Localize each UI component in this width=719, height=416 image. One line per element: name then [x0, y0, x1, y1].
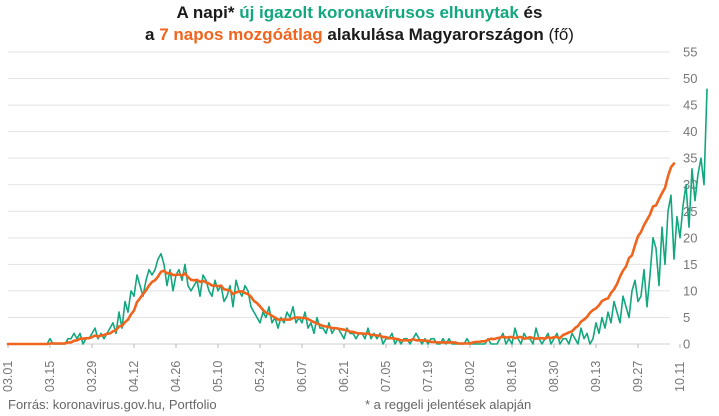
- x-axis: 03.01 03.15 03.29 04.12 04.26 05.10 05.24 06.07…: [1, 344, 687, 392]
- title-line2-suffix: alakulása Magyarországon: [322, 25, 544, 44]
- x-tick-label-3: 04.12: [127, 361, 141, 392]
- x-tick-label-5: 05.10: [211, 361, 225, 392]
- y-tick-label-10: 10: [683, 283, 697, 298]
- x-tick-label-16: 10.11: [673, 362, 687, 392]
- y-tick-label-45: 45: [683, 98, 697, 113]
- x-tick-label-1: 03.15: [43, 361, 57, 392]
- series-line-daily-deaths: [7, 88, 708, 345]
- title-line1-prefix: A napi*: [176, 3, 240, 22]
- x-tick-label-15: 09.27: [631, 361, 645, 392]
- x-tick-label-10: 07.19: [421, 361, 435, 392]
- y-tick-label-5: 5: [683, 310, 690, 325]
- title-average-highlight: 7 napos mozgóátlag: [159, 25, 323, 44]
- series-line-7day-average: [6, 162, 676, 346]
- x-tick-label-8: 06.21: [337, 361, 351, 392]
- series-group: [6, 88, 708, 346]
- title-line2-prefix: a: [145, 25, 160, 44]
- x-tick-label-12: 08.16: [505, 361, 519, 392]
- y-tick-label-15: 15: [683, 257, 697, 272]
- y-tick-label-0: 0: [683, 337, 690, 352]
- y-tick-label-35: 35: [683, 151, 697, 166]
- grid-lines: [8, 51, 670, 345]
- x-tick-label-7: 06.07: [295, 361, 309, 392]
- x-tick-label-6: 05.24: [253, 361, 267, 392]
- x-tick-label-13: 08.30: [547, 361, 561, 392]
- x-tick-label-9: 07.05: [379, 361, 393, 392]
- y-tick-label-55: 55: [683, 45, 697, 60]
- chart-title: A napi* új igazolt koronavírusos elhunyt…: [0, 2, 719, 46]
- title-line-2: a 7 napos mozgóátlag alakulása Magyarors…: [0, 24, 719, 46]
- title-daily-highlight: új igazolt koronavírusos elhunytak: [239, 3, 519, 22]
- y-tick-label-20: 20: [683, 230, 697, 245]
- title-line-1: A napi* új igazolt koronavírusos elhunyt…: [0, 2, 719, 24]
- x-tick-label-4: 04.26: [169, 361, 183, 392]
- x-tick-label-14: 09.13: [589, 361, 603, 392]
- x-tick-label-11: 08.02: [463, 361, 477, 392]
- x-tick-label-2: 03.29: [85, 361, 99, 392]
- y-tick-label-50: 50: [683, 71, 697, 86]
- y-tick-label-40: 40: [683, 124, 697, 139]
- x-tick-label-0: 03.01: [1, 361, 15, 392]
- title-line1-suffix: és: [518, 3, 543, 22]
- title-unit: (fő): [543, 25, 574, 44]
- footnote-text: * a reggeli jelentések alapján: [365, 397, 532, 412]
- source-text: Forrás: koronavirus.gov.hu, Portfolio: [8, 397, 217, 412]
